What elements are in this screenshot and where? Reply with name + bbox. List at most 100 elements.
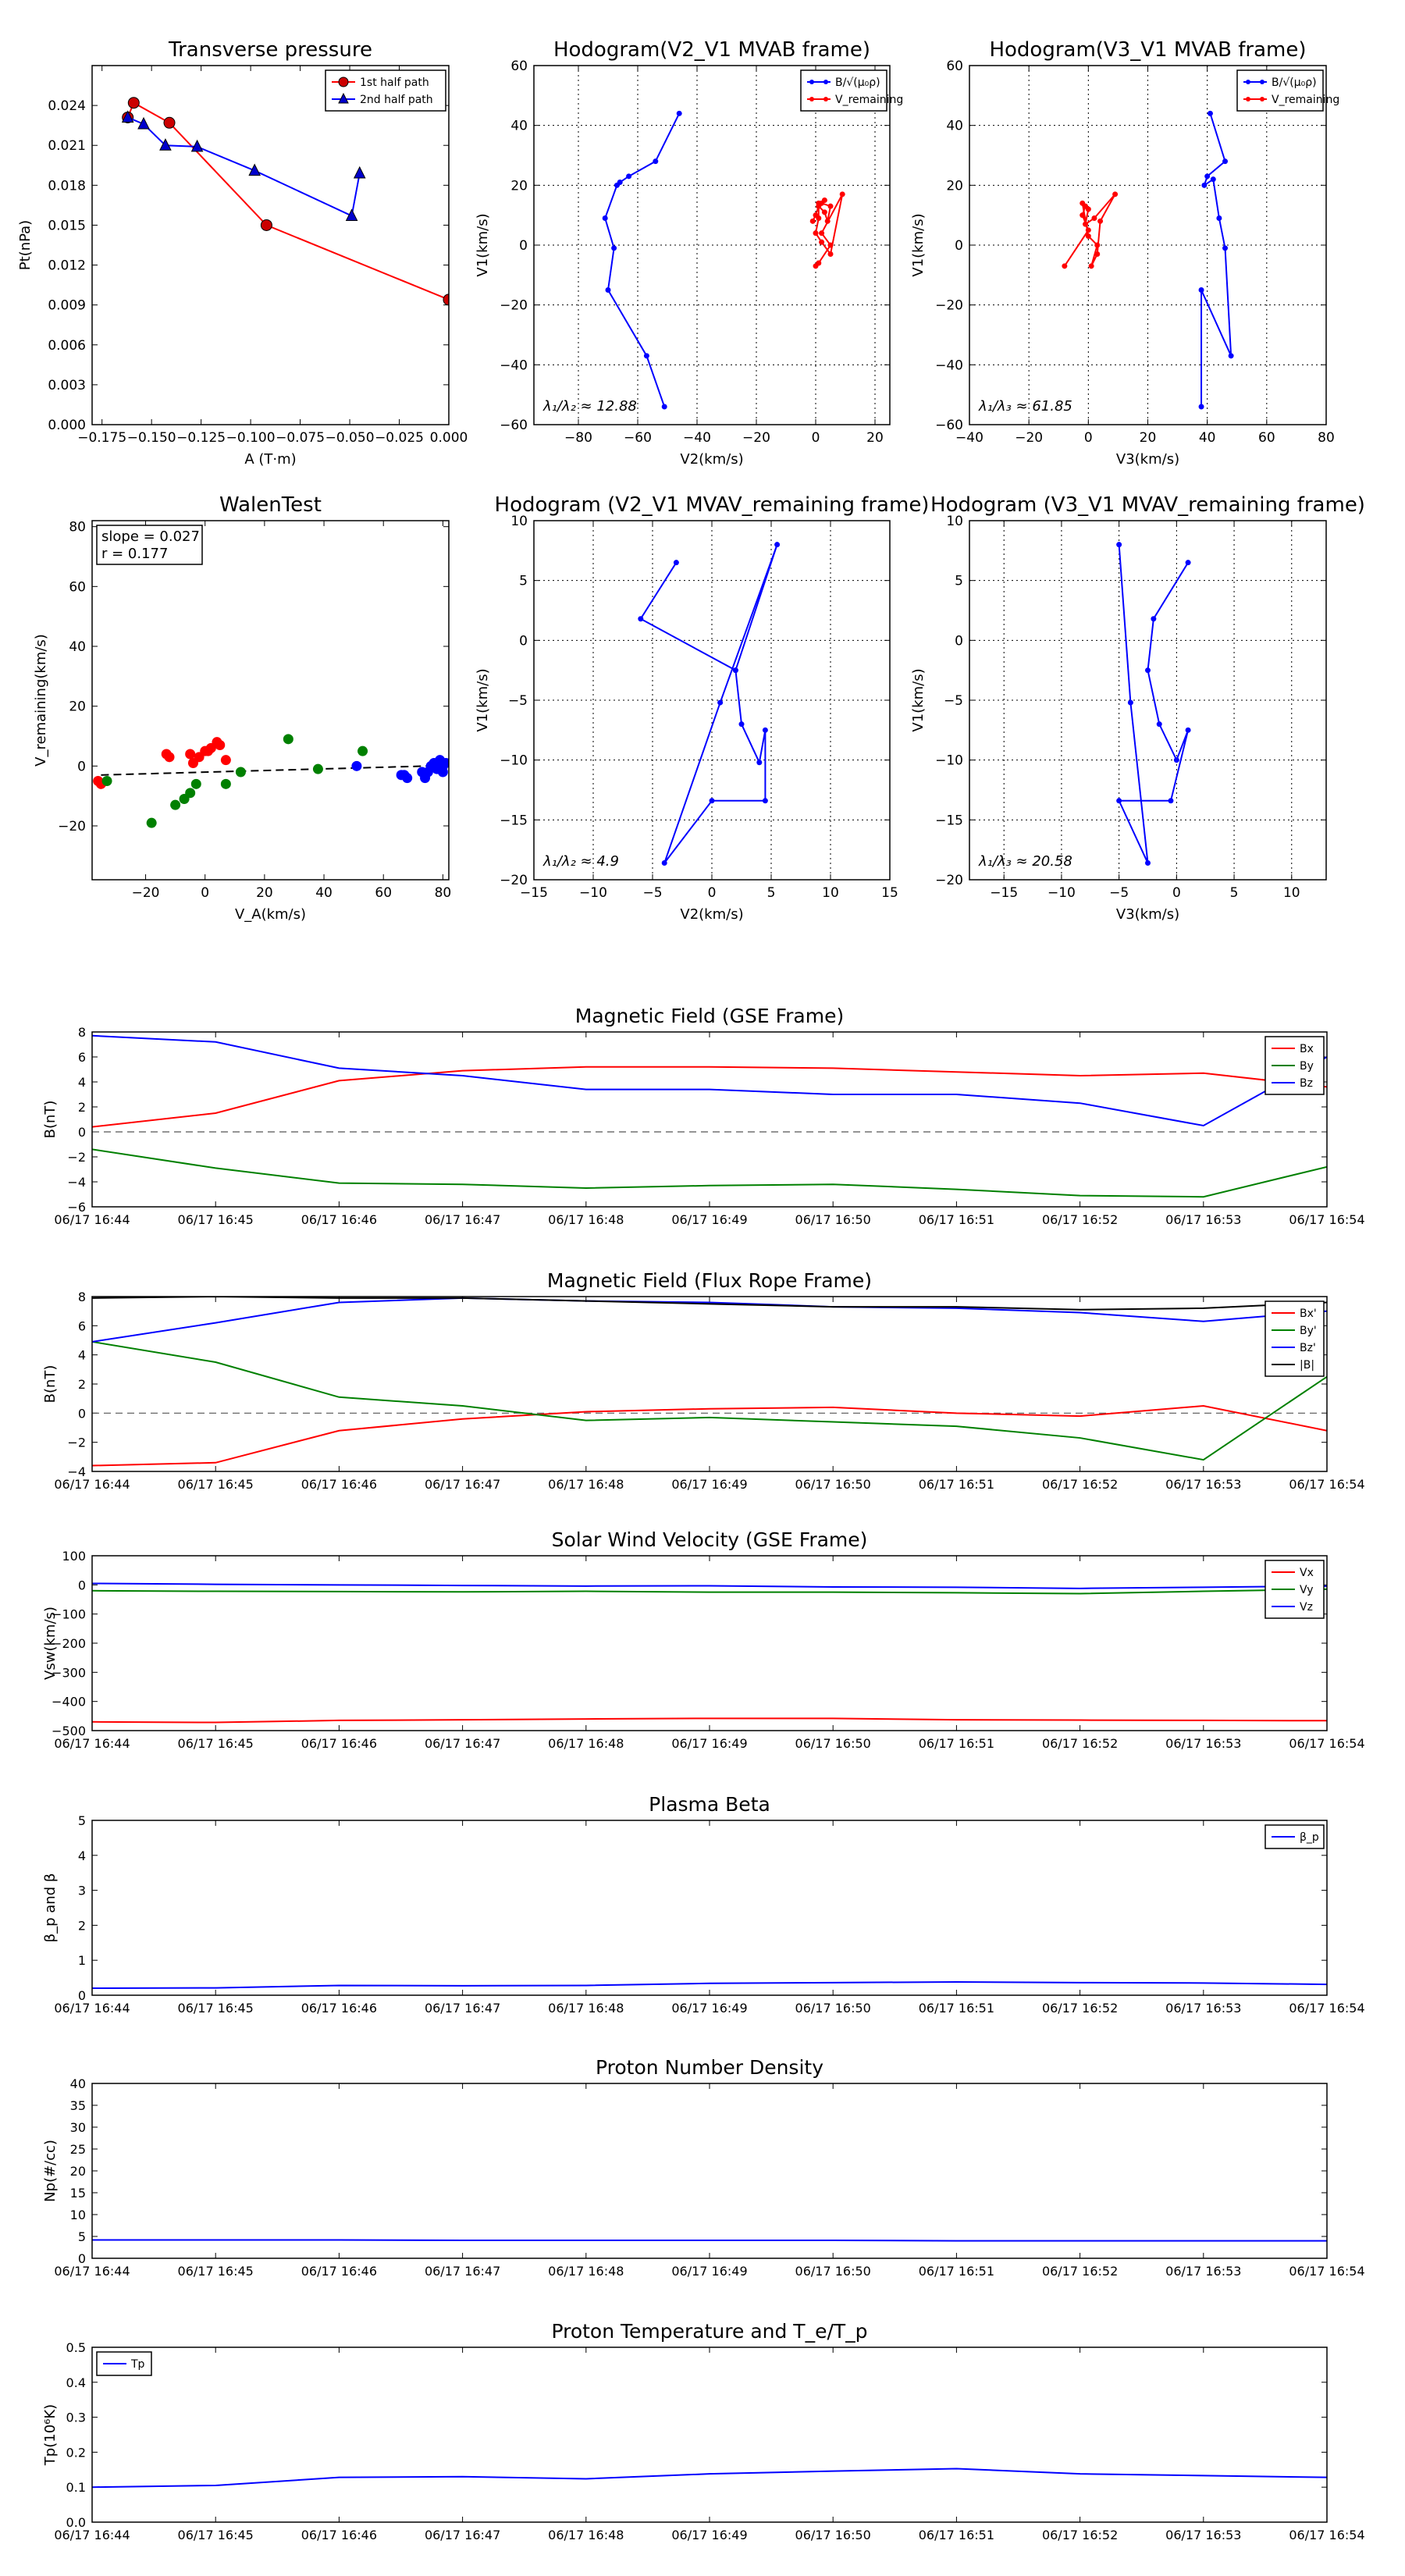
data-point bbox=[1210, 176, 1216, 183]
data-point bbox=[816, 200, 822, 206]
x-tick-label: 06/17 16:53 bbox=[1165, 2001, 1241, 2016]
x-tick-label: 06/17 16:48 bbox=[548, 1212, 624, 1227]
y-tick-label: −60 bbox=[500, 418, 528, 433]
lambda-annotation: λ₁/λ₂ ≈ 4.9 bbox=[542, 853, 619, 870]
stats-line: r = 0.177 bbox=[101, 546, 168, 562]
legend-label: Vy bbox=[1300, 1584, 1314, 1596]
data-point bbox=[717, 699, 724, 706]
chart-pt: Transverse pressure−0.175 −0.150 −0.125 −0.… bbox=[17, 38, 468, 468]
x-tick-label: 40 bbox=[315, 885, 333, 901]
x-axis: −40 −20 0 20 40 60 80 bbox=[955, 66, 1335, 446]
x-tick-label: 06/17 16:51 bbox=[919, 2264, 994, 2279]
x-tick-label: 06/17 16:52 bbox=[1042, 2528, 1118, 2542]
data-point bbox=[732, 667, 738, 674]
x-axis: 06/17 16:44 06/17 16:45 06/17 16:46 06/17 1… bbox=[54, 1820, 1365, 2016]
y-tick-label: 8 bbox=[78, 1290, 86, 1304]
legend-frame bbox=[1236, 69, 1324, 112]
series-line bbox=[639, 544, 778, 864]
data-point bbox=[1080, 212, 1086, 219]
x-tick-label: −20 bbox=[1015, 430, 1043, 446]
y-tick-label: 0 bbox=[519, 633, 528, 649]
y-tick-label: 10 bbox=[946, 514, 963, 529]
y-tick-label: 4 bbox=[78, 1075, 86, 1090]
y-tick-label: 8 bbox=[78, 1025, 86, 1040]
data-point bbox=[146, 817, 157, 828]
y-tick-label: 15 bbox=[70, 2186, 86, 2201]
data-point bbox=[1201, 182, 1208, 188]
chart-bfr: Magnetic Field (Flux Rope Frame) 06/17 16… bbox=[42, 1269, 1365, 1492]
data-point bbox=[248, 163, 261, 176]
y-tick-label: 2 bbox=[78, 1377, 86, 1392]
series-Bz bbox=[92, 1034, 1327, 1127]
data-point bbox=[774, 542, 781, 548]
x-axis-label: A (T·m) bbox=[244, 451, 296, 468]
data-point bbox=[1088, 263, 1094, 269]
x-tick-label: 06/17 16:49 bbox=[671, 2528, 747, 2542]
y-tick-label: −6 bbox=[67, 1200, 86, 1215]
data-point bbox=[1062, 263, 1068, 269]
series-1st half path bbox=[122, 97, 449, 306]
legend-marker bbox=[338, 76, 349, 87]
series-By' bbox=[92, 1340, 1327, 1461]
y-tick-label: 2 bbox=[78, 1100, 86, 1115]
data-point bbox=[357, 745, 368, 756]
x-tick-label: −20 bbox=[132, 885, 160, 901]
legend: B/√(μ₀ρ) V_remaining bbox=[800, 69, 903, 112]
chart-hodo1: Hodogram(V2_V1 MVAB frame) −80 −60 −40 −20 0 2… bbox=[475, 38, 903, 468]
y-axis: 0.0 0.1 0.2 0.3 0.4 0.5 bbox=[66, 2340, 1327, 2530]
series-line bbox=[92, 1717, 1327, 1724]
series-line bbox=[604, 112, 681, 407]
legend-label: 1st half path bbox=[360, 76, 429, 89]
plot-area bbox=[92, 1297, 1327, 1467]
data-point bbox=[653, 158, 659, 165]
x-axis: 06/17 16:44 06/17 16:45 06/17 16:46 06/17 1… bbox=[54, 2347, 1365, 2542]
y-tick-label: 0.012 bbox=[48, 258, 86, 274]
x-tick-label: −80 bbox=[564, 430, 592, 446]
x-tick-label: 06/17 16:48 bbox=[548, 2264, 624, 2279]
chart-title: WalenTest bbox=[219, 493, 322, 517]
x-axis: 06/17 16:44 06/17 16:45 06/17 16:46 06/17 1… bbox=[54, 1297, 1365, 1492]
data-point bbox=[611, 245, 617, 251]
data-point bbox=[220, 755, 231, 766]
y-tick-label: −40 bbox=[935, 358, 963, 373]
x-axis: 06/17 16:44 06/17 16:45 06/17 16:46 06/17 1… bbox=[54, 1032, 1365, 1227]
plot-area bbox=[92, 1034, 1327, 1198]
y-axis-label: V_remaining(km/s) bbox=[33, 634, 49, 767]
plot-frame bbox=[91, 1296, 1328, 1472]
chart-hodo3: Hodogram (V2_V1 MVAV_remaining frame) −15… bbox=[475, 493, 929, 923]
legend-label: B/√(μ₀ρ) bbox=[1272, 76, 1317, 89]
data-point bbox=[137, 116, 150, 130]
chart-hodo4: Hodogram (V3_V1 MVAV_remaining frame) −15… bbox=[910, 493, 1365, 923]
y-tick-label: 25 bbox=[70, 2142, 86, 2157]
series-β_p bbox=[92, 1980, 1327, 1990]
y-tick-label: 30 bbox=[70, 2120, 86, 2135]
y-tick-label: 0.003 bbox=[48, 378, 86, 393]
x-tick-label: 0 bbox=[1084, 430, 1093, 446]
y-tick-label: 35 bbox=[70, 2098, 86, 2113]
data-point bbox=[824, 218, 831, 224]
legend-frame bbox=[800, 69, 887, 112]
y-tick-label: 0 bbox=[78, 1988, 86, 2003]
data-point bbox=[283, 734, 293, 745]
x-axis-label: V3(km/s) bbox=[1116, 451, 1179, 468]
chart-hodo2: Hodogram(V3_V1 MVAB frame) −40 −20 0 20 40 60 8… bbox=[910, 38, 1339, 468]
y-axis: −20 0 20 40 60 80 bbox=[58, 520, 449, 834]
data-point bbox=[738, 721, 745, 728]
x-tick-label: −20 bbox=[742, 430, 770, 446]
stats-box-frame bbox=[96, 525, 203, 565]
legend-label: Bz' bbox=[1300, 1342, 1316, 1354]
y-tick-label: 0 bbox=[78, 2251, 86, 2266]
data-point bbox=[1083, 221, 1089, 227]
x-tick-label: 06/17 16:49 bbox=[671, 1212, 747, 1227]
x-tick-label: 06/17 16:52 bbox=[1042, 1212, 1118, 1227]
y-tick-label: −200 bbox=[52, 1636, 86, 1651]
legend-label: 2nd half path bbox=[360, 94, 433, 106]
y-axis: 0 5 10 15 20 25 30 35 40 bbox=[70, 2076, 1327, 2266]
y-tick-label: 20 bbox=[70, 2164, 86, 2179]
data-point bbox=[260, 219, 272, 231]
legend-marker bbox=[823, 97, 828, 101]
chart-bgse: Magnetic Field (GSE Frame)06/17 16:44 06/… bbox=[42, 1005, 1365, 1227]
stats-line: slope = 0.027 bbox=[101, 528, 200, 545]
chart-title: Hodogram (V2_V1 MVAV_remaining frame) bbox=[495, 493, 930, 517]
y-axis-label: B(nT) bbox=[42, 1101, 59, 1139]
